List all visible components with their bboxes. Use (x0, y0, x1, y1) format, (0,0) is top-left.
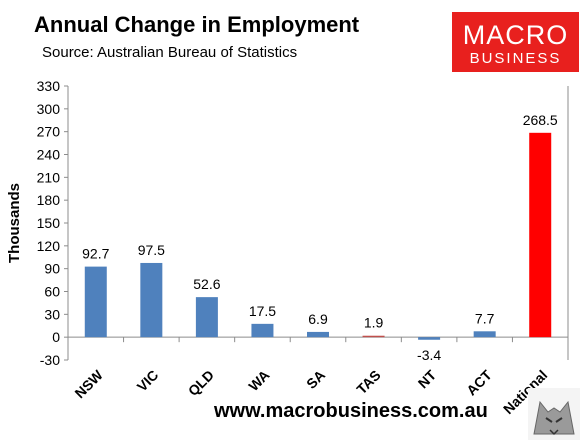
data-label-national: 268.5 (523, 112, 558, 128)
bar-national (529, 132, 552, 338)
x-tick-label: SA (303, 367, 328, 392)
logo-line-2: BUSINESS (469, 50, 562, 67)
chart-title: Annual Change in Employment (34, 12, 360, 37)
data-label-vic: 97.5 (138, 242, 165, 258)
x-tick-label: QLD (185, 367, 217, 399)
y-tick-label: 270 (37, 124, 61, 140)
y-tick-label: 330 (37, 78, 61, 94)
data-label-nsw: 92.7 (82, 246, 109, 262)
chart-subtitle: Source: Australian Bureau of Statistics (42, 44, 298, 61)
macrobusiness-logo: MACRO BUSINESS (452, 12, 579, 72)
data-label-qld: 52.6 (193, 276, 220, 292)
x-tick-label: WA (245, 367, 272, 394)
y-tick-label: 180 (37, 192, 61, 208)
y-axis-title: Thousands (6, 183, 23, 263)
y-tick-label: 60 (44, 284, 60, 300)
wolf-mascot-icon (528, 388, 580, 440)
bar-tas (362, 335, 385, 338)
bar-vic (140, 262, 163, 338)
x-tick-label: VIC (134, 367, 162, 395)
y-tick-label: 90 (44, 261, 60, 277)
chart-bars (84, 132, 552, 340)
y-tick-label: 210 (37, 169, 61, 185)
x-tick-label: NT (415, 366, 440, 391)
y-tick-label: 150 (37, 215, 61, 231)
y-tick-label: 240 (37, 147, 61, 163)
y-tick-label: 120 (37, 238, 61, 254)
chart-data-labels: 92.7 97.5 52.6 17.5 6.9 1.9 -3.4 7.7 268.5 (82, 112, 558, 363)
bar-nt (418, 337, 441, 340)
x-tick-label: ACT (463, 366, 495, 398)
bar-act (473, 331, 496, 338)
data-label-sa: 6.9 (308, 311, 328, 327)
x-tick-label: NSW (71, 366, 106, 401)
data-label-tas: 1.9 (364, 315, 384, 331)
y-tick-label: -30 (40, 352, 60, 368)
bar-nsw (84, 266, 107, 338)
y-tick-label: 300 (37, 101, 61, 117)
data-label-nt: -3.4 (417, 347, 441, 363)
y-tick-label: 30 (44, 306, 60, 322)
bar-sa (307, 331, 329, 338)
website-url: www.macrobusiness.com.au (214, 400, 488, 422)
data-label-act: 7.7 (475, 310, 495, 326)
logo-line-1: MACRO (462, 20, 569, 50)
y-tick-label: 0 (52, 329, 60, 345)
bar-wa (251, 323, 274, 338)
data-label-wa: 17.5 (249, 303, 276, 319)
bar-qld (195, 297, 218, 338)
x-tick-label: TAS (353, 367, 383, 397)
